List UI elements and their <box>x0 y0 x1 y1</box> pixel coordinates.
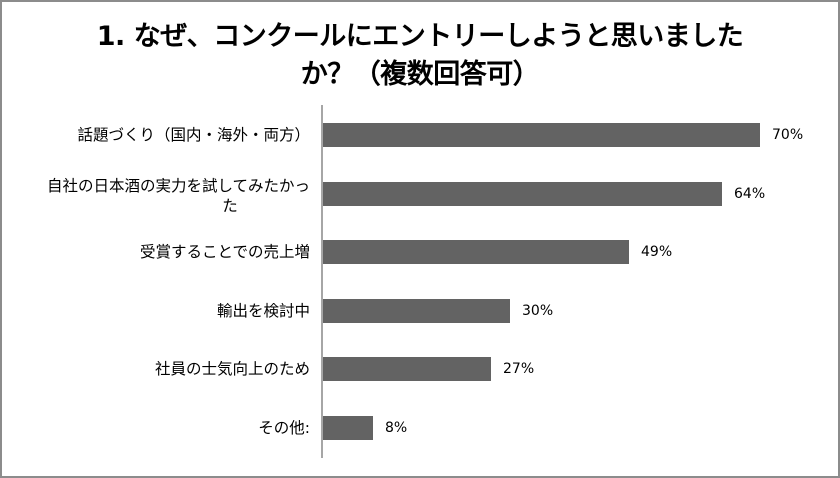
category-label: 受賞することでの売上増 <box>139 243 310 261</box>
value-label: 49% <box>641 244 673 260</box>
category-axis <box>321 105 323 458</box>
category-label-line-2: た <box>222 197 238 215</box>
value-label: 30% <box>522 303 554 319</box>
category-label: 話題づくり（国内・海外・両方） <box>77 126 310 144</box>
bar <box>323 123 760 147</box>
value-label: 64% <box>734 186 766 202</box>
bar <box>323 240 629 264</box>
bar <box>323 357 491 381</box>
value-label: 70% <box>772 127 804 143</box>
bar <box>323 299 510 323</box>
category-label: 自社の日本酒の実力を試してみたかった <box>0 176 310 216</box>
value-label: 27% <box>503 361 535 377</box>
category-label-line-1: 自社の日本酒の実力を試してみたかっ <box>46 177 310 195</box>
category-label: 輸出を検討中 <box>216 302 310 320</box>
chart-title-line-2: か？（複数回答可） <box>300 59 540 90</box>
bar <box>323 416 373 440</box>
category-label: その他: <box>258 419 310 437</box>
chart-title-line-1: 1. なぜ、コンクールにエントリーしようと思いました <box>96 21 744 52</box>
category-label: 社員の士気向上のため <box>154 360 310 378</box>
value-label: 8% <box>385 420 408 436</box>
bar <box>323 182 722 206</box>
